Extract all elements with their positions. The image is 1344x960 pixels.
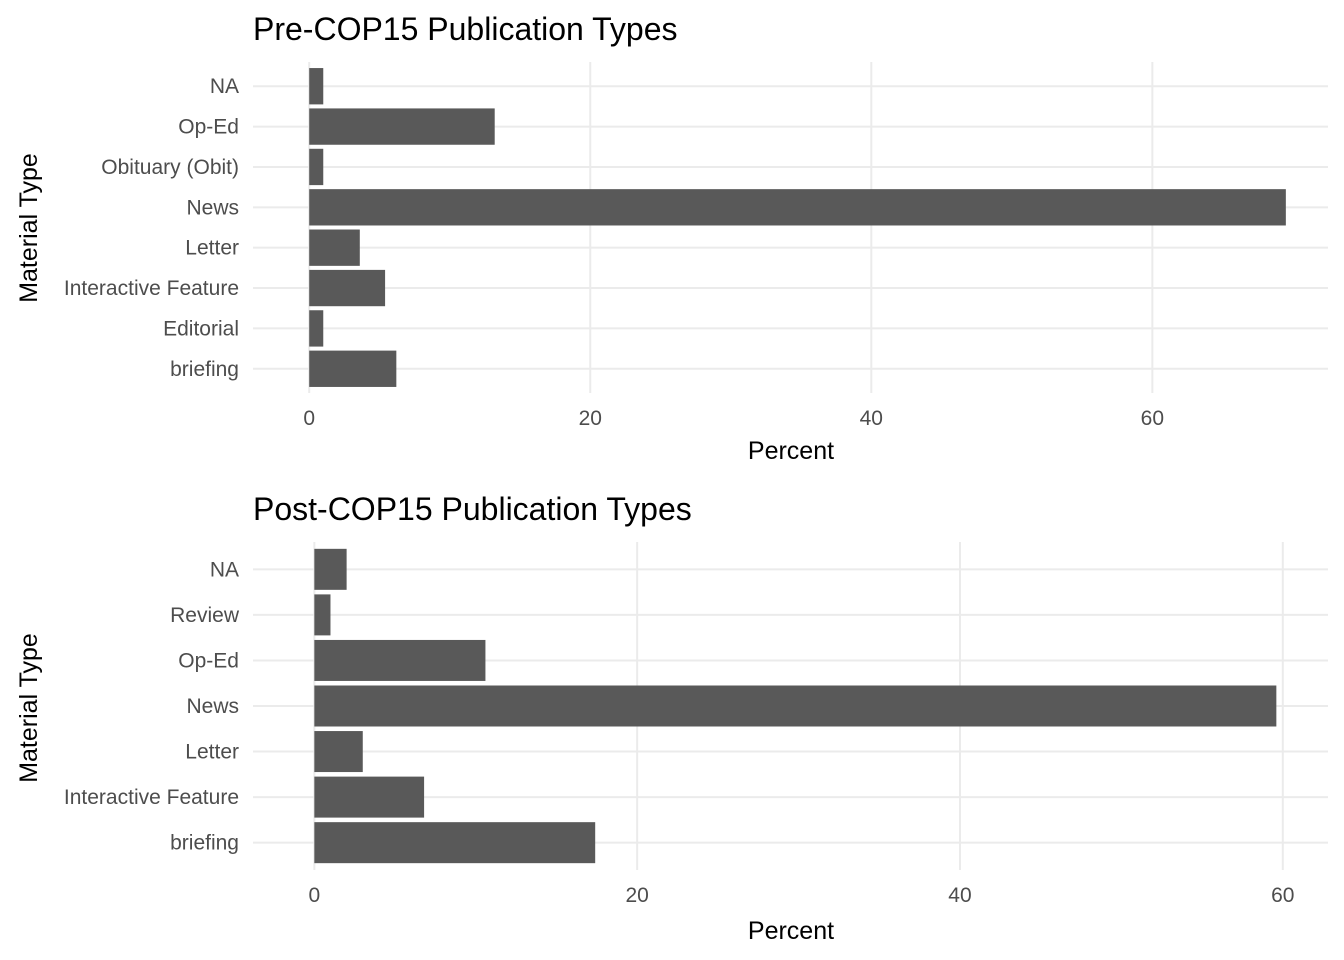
x-tick-label: 0 — [308, 884, 320, 907]
y-axis-title: Material Type — [15, 153, 43, 303]
y-tick-labels: NA Review Op-Ed News Letter Interactive Featu… — [64, 558, 240, 854]
y-tick-label: News — [186, 695, 239, 718]
bar — [314, 594, 331, 636]
post-cop15-chart: Post-COP15 Publication Types NA Review Op-… — [15, 491, 1328, 945]
y-axis-title: Material Type — [15, 633, 43, 783]
bar — [309, 229, 360, 266]
bar — [309, 350, 397, 387]
bar — [314, 731, 363, 773]
x-tick-labels: 0 20 40 60 — [303, 407, 1164, 430]
x-tick-label: 20 — [625, 884, 648, 907]
y-tick-label: NA — [210, 75, 239, 98]
bar — [309, 148, 324, 186]
x-tick-label: 20 — [579, 407, 602, 430]
bar — [314, 548, 347, 590]
x-tick-label: 60 — [1271, 884, 1294, 907]
y-tick-label: NA — [210, 558, 239, 581]
y-tick-label: briefing — [170, 832, 239, 855]
x-axis-title: Percent — [748, 437, 834, 465]
y-tick-labels: NA Op-Ed Obituary (Obit) News Letter Interact… — [64, 75, 239, 381]
bars — [314, 548, 1277, 864]
bar — [314, 822, 596, 864]
y-tick-label: Letter — [185, 237, 239, 260]
chart-title: Pre-COP15 Publication Types — [253, 11, 678, 47]
bar — [309, 68, 324, 105]
bar — [309, 310, 324, 347]
y-tick-label: Review — [170, 604, 240, 627]
y-tick-label: briefing — [170, 358, 239, 381]
y-tick-label: Obituary (Obit) — [101, 156, 239, 179]
chart-title: Post-COP15 Publication Types — [253, 491, 692, 527]
x-tick-labels: 0 20 40 60 — [308, 884, 1294, 907]
y-tick-label: Editorial — [163, 317, 239, 340]
x-tick-label: 40 — [948, 884, 971, 907]
y-tick-label: Op-Ed — [178, 116, 239, 139]
bar — [309, 108, 495, 145]
y-tick-label: News — [186, 196, 239, 219]
bar — [314, 685, 1277, 727]
bar — [314, 776, 425, 818]
pre-cop15-chart: Pre-COP15 Publication Types NA Op-Ed Obitu… — [15, 11, 1328, 465]
y-tick-label: Letter — [185, 741, 239, 764]
bar — [314, 639, 486, 681]
x-tick-label: 0 — [303, 407, 315, 430]
y-tick-label: Interactive Feature — [64, 786, 239, 809]
x-tick-label: 60 — [1141, 407, 1164, 430]
y-tick-label: Op-Ed — [178, 649, 239, 672]
bars — [309, 68, 1286, 387]
x-axis-title: Percent — [748, 917, 834, 945]
bar — [309, 269, 386, 307]
bar — [309, 189, 1286, 226]
x-tick-label: 40 — [860, 407, 883, 430]
y-tick-label: Interactive Feature — [64, 277, 239, 300]
